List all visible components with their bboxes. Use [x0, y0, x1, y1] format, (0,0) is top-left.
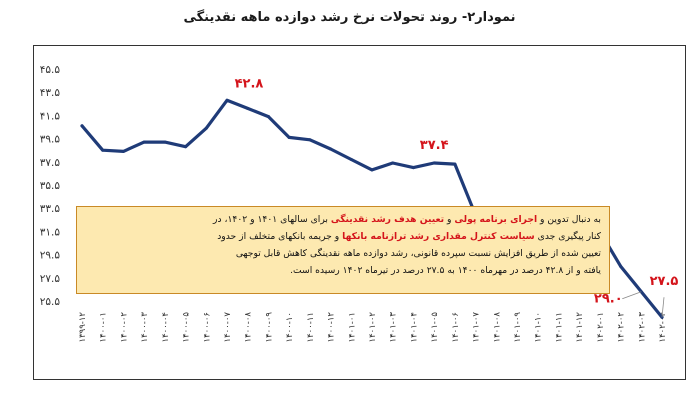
note-text: تعیین شده از طریق افزایش نسبت سپرده قانو… [235, 248, 601, 259]
x-tick-label: ۱۴۰۰-۰۳ [140, 312, 150, 343]
x-tick-label: ۱۴۰۰-۰۲ [119, 312, 129, 343]
x-tick-label: ۱۴۰۰-۱۲ [327, 312, 337, 343]
x-tick-label: ۱۴۰۰-۰۸ [244, 312, 254, 343]
y-tick-label: ۲۷.۵ [40, 273, 61, 285]
annotation-leader-line [661, 297, 665, 318]
data-point [204, 126, 208, 130]
data-point [411, 166, 415, 170]
x-tick-label: ۱۴۰۱-۰۳ [389, 312, 399, 343]
note-text: یافته و از ۴۲.۸ درصد در مهرماه ۱۴۰۰ به ۲… [290, 265, 601, 276]
x-tick-label: ۱۴۰۱-۰۶ [451, 312, 461, 342]
note-text: کنار پیگیری جدی [534, 231, 601, 242]
x-tick-label: ۱۴۰۱-۰۸ [492, 312, 502, 343]
x-tick-label: ۱۴۰۰-۰۵ [182, 312, 192, 343]
x-tick-label: ۱۴۰۰-۱۱ [306, 312, 316, 342]
x-tick-label: ۱۴۰۲-۰۱ [596, 312, 606, 342]
x-tick-label: ۱۴۰۱-۰۵ [430, 312, 440, 343]
data-point [370, 168, 374, 172]
x-tick-label: ۱۳۹۹-۱۲ [78, 312, 88, 343]
chart-title: نمودار۲- روند تحولات نرخ رشد دوازده ماهه… [183, 10, 516, 25]
note-text: به دنبال تدوین و [537, 214, 601, 225]
y-tick-label: ۴۱.۵ [40, 110, 61, 122]
data-point [101, 148, 105, 152]
x-tick-label: ۱۴۰۱-۱۲ [575, 312, 585, 343]
y-tick-label: ۴۵.۵ [40, 64, 61, 76]
x-tick-label: ۱۴۰۲-۰۳ [637, 312, 647, 343]
note-line-1: به دنبال تدوین و اجرای برنامه پولی و تعی… [85, 211, 601, 228]
y-tick-label: ۳۵.۵ [40, 180, 61, 192]
y-tick-label: ۳۳.۵ [40, 203, 61, 215]
x-tick-label: ۱۴۰۱-۰۴ [409, 312, 419, 342]
data-point [184, 145, 188, 149]
data-label: ۲۹.۰ [594, 292, 623, 307]
x-tick-label: ۱۴۰۰-۰۹ [264, 312, 274, 343]
y-tick-label: ۴۳.۵ [40, 87, 61, 99]
x-tick-label: ۱۴۰۰-۰۴ [161, 312, 171, 342]
x-tick-label: ۱۴۰۲-۰۴ [658, 312, 668, 342]
x-tick-label: ۱۴۰۱-۱۱ [554, 312, 564, 342]
x-tick-label: ۱۴۰۰-۰۱ [99, 312, 109, 342]
data-point [246, 106, 250, 110]
data-point [163, 140, 167, 144]
x-tick-label: ۱۴۰۱-۱۰ [534, 312, 544, 342]
data-point [121, 149, 125, 153]
data-point [80, 124, 84, 128]
y-tick-label: ۳۷.۵ [40, 157, 61, 169]
note-highlight-text: سیاست کنترل مقداری رشد ترازنامه بانکها [342, 231, 535, 242]
data-point [391, 161, 395, 165]
data-label: ۳۷.۴ [420, 138, 449, 153]
annotation-box: به دنبال تدوین و اجرای برنامه پولی و تعی… [76, 206, 610, 294]
note-line-3: تعیین شده از طریق افزایش نسبت سپرده قانو… [85, 245, 601, 262]
y-tick-label: ۳۱.۵ [40, 226, 61, 238]
annotation-leader-line [622, 291, 642, 300]
y-tick-label: ۳۹.۵ [40, 134, 61, 146]
x-tick-label: ۱۴۰۰-۰۷ [223, 312, 233, 343]
note-text: و [444, 214, 455, 225]
y-tick-label: ۲۹.۵ [40, 250, 61, 262]
data-point [287, 135, 291, 139]
note-line-2: کنار پیگیری جدی سیاست کنترل مقداری رشد ت… [85, 228, 601, 245]
data-point [225, 98, 229, 102]
note-text: و جریمه بانکهای متخلف از حدود [217, 231, 343, 242]
note-line-4: یافته و از ۴۲.۸ درصد در مهرماه ۱۴۰۰ به ۲… [85, 262, 601, 279]
x-tick-label: ۱۴۰۰-۱۰ [285, 312, 295, 342]
data-point [308, 138, 312, 142]
y-tick-label: ۲۵.۵ [40, 296, 61, 308]
note-highlight-text: تعیین هدف رشد نقدینگی [330, 214, 445, 225]
x-tick-label: ۱۴۰۱-۰۲ [368, 312, 378, 343]
data-point [142, 140, 146, 144]
data-point [266, 115, 270, 119]
note-highlight-text: اجرای برنامه پولی [454, 214, 538, 225]
x-tick-label: ۱۴۰۲-۰۲ [617, 312, 627, 343]
data-point [453, 162, 457, 166]
x-tick-label: ۱۴۰۱-۰۱ [347, 312, 357, 342]
data-point [619, 264, 623, 268]
x-tick-label: ۱۴۰۱-۰۷ [472, 312, 482, 343]
data-point [349, 157, 353, 161]
data-label: ۴۲.۸ [235, 76, 264, 91]
x-tick-label: ۱۴۰۱-۰۹ [513, 312, 523, 343]
data-point [432, 161, 436, 165]
data-point [329, 147, 333, 151]
note-text: برای سالهای ۱۴۰۱ و ۱۴۰۲، در [213, 214, 331, 225]
data-label: ۲۷.۵ [650, 274, 679, 289]
x-tick-label: ۱۴۰۰-۰۶ [202, 312, 212, 342]
